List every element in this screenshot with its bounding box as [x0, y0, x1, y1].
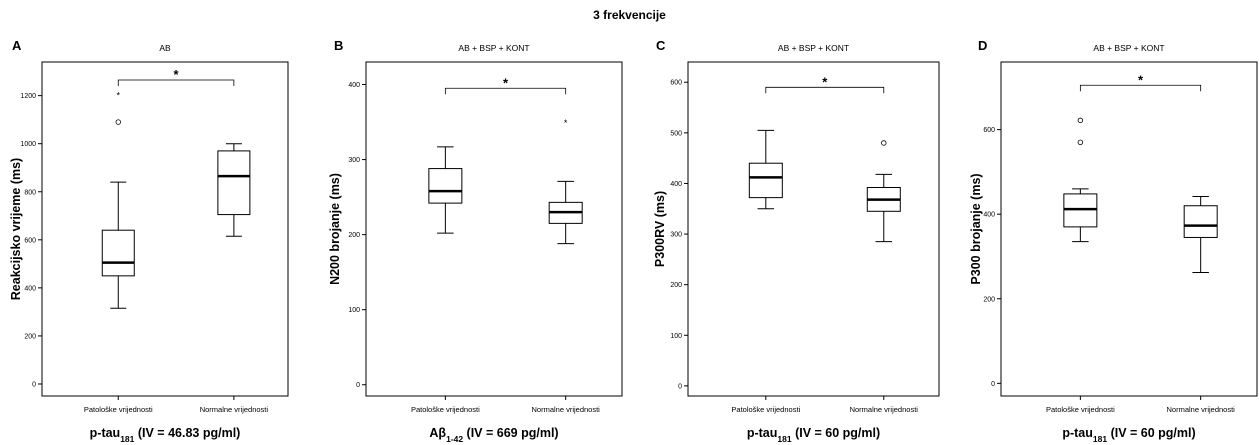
- y-tick-label: 0: [32, 381, 36, 388]
- plot-frame: [41, 61, 289, 397]
- panel-subtitle: AB: [159, 43, 171, 53]
- y-tick-label: 400: [348, 82, 360, 89]
- y-tick-label: 1200: [20, 93, 36, 100]
- y-tick-label: 1000: [20, 141, 36, 148]
- x-axis-label: p-tau181 (IV = 46.83 pg/ml): [90, 426, 241, 444]
- x-axis-label-main: Aβ: [429, 426, 446, 440]
- significance-bracket: [1079, 84, 1202, 92]
- panel-letter: C: [656, 38, 666, 53]
- category-label: Normalne vrijednosti: [1166, 405, 1235, 414]
- x-axis-label-main: p-tau: [1062, 426, 1093, 440]
- y-axis-label: Reakcijsko vrijeme (ms): [9, 158, 23, 300]
- significance-star: *: [1138, 72, 1144, 87]
- x-axis-label: p-tau181 (IV = 60 pg/ml): [747, 426, 880, 444]
- y-tick-label: 200: [983, 296, 995, 303]
- y-tick-label: 800: [24, 189, 36, 196]
- y-axis-label: P300RV (ms): [653, 191, 667, 267]
- plot-frame: [687, 61, 940, 397]
- y-tick-label: 300: [348, 157, 360, 164]
- x-axis-label-main: p-tau: [747, 426, 778, 440]
- significance-bracket: [117, 79, 235, 87]
- x-axis-label-subscript: 181: [777, 434, 791, 444]
- panel-subtitle: AB + BSP + KONT: [1093, 43, 1164, 53]
- y-tick-label: 600: [24, 237, 36, 244]
- category-label: Normalne vrijednosti: [531, 405, 600, 414]
- panel-subtitle: AB + BSP + KONT: [458, 43, 529, 53]
- outlier-circle: [1077, 139, 1084, 146]
- y-tick-label: 200: [348, 232, 360, 239]
- box: [1183, 205, 1218, 238]
- x-axis-label-main: p-tau: [90, 426, 121, 440]
- x-axis-label-subscript: 181: [120, 434, 134, 444]
- significance-star: *: [503, 75, 509, 90]
- x-axis-label-subscript: 181: [1093, 434, 1107, 444]
- y-tick-label: 0: [678, 383, 682, 390]
- category-label: Patološke vrijednosti: [84, 405, 153, 414]
- panel-subtitle: AB + BSP + KONT: [778, 43, 849, 53]
- box: [101, 229, 135, 277]
- y-tick-label: 0: [356, 382, 360, 389]
- y-tick-label: 0: [991, 381, 995, 388]
- y-tick-label: 400: [983, 212, 995, 219]
- outlier-star: *: [564, 118, 568, 128]
- panel-letter: A: [12, 38, 22, 53]
- y-axis-label: P300 brojanje (ms): [969, 173, 983, 284]
- x-axis-label-tail: (IV = 60 pg/ml): [1107, 426, 1196, 440]
- x-axis-label: Aβ1-42 (IV = 669 pg/ml): [429, 426, 558, 444]
- panel-letter: B: [334, 38, 343, 53]
- y-tick-label: 100: [670, 333, 682, 340]
- y-tick-label: 600: [670, 80, 682, 87]
- x-axis-label-tail: (IV = 46.83 pg/ml): [134, 426, 240, 440]
- box: [428, 168, 463, 204]
- category-label: Normalne vrijednosti: [850, 405, 919, 414]
- x-axis-label-tail: (IV = 669 pg/ml): [463, 426, 559, 440]
- y-tick-label: 400: [24, 285, 36, 292]
- panel-d: D AB + BSP + KONT 0 200 400 600 P300 brojanje …: [969, 38, 1258, 444]
- box: [217, 150, 251, 216]
- category-label: Patološke vrijednosti: [731, 405, 800, 414]
- significance-star: *: [822, 74, 828, 89]
- outlier-circle: [881, 140, 887, 146]
- significance-bracket: [765, 86, 885, 94]
- significance-bracket: [444, 87, 567, 95]
- box: [1063, 193, 1098, 228]
- panel-a: A AB 0 200 400 600 800 1000 1200 Reakcijsko vrije…: [9, 38, 289, 444]
- panel-letter: D: [978, 38, 987, 53]
- outlier-circle: [1077, 117, 1084, 124]
- y-tick-label: 300: [670, 232, 682, 239]
- outlier-circle: [115, 119, 121, 125]
- y-axis-label: N200 brojanje (ms): [328, 173, 342, 285]
- panel-c: C AB + BSP + KONT 0 100 200 300 400 500 600 P300R…: [653, 38, 940, 444]
- outlier-star: *: [117, 90, 121, 100]
- y-tick-label: 400: [670, 181, 682, 188]
- figure-title: 3 frekvencije: [593, 8, 666, 22]
- x-axis-label-tail: (IV = 60 pg/ml): [792, 426, 881, 440]
- plot-frame: [1000, 61, 1258, 397]
- x-axis-label-subscript: 1-42: [446, 434, 463, 444]
- category-label: Normalne vrijednosti: [200, 405, 269, 414]
- x-axis-label: p-tau181 (IV = 60 pg/ml): [1062, 426, 1195, 444]
- y-tick-label: 200: [670, 282, 682, 289]
- y-tick-label: 100: [348, 307, 360, 314]
- plot-frame: [365, 61, 623, 397]
- panel-b: B AB + BSP + KONT 0 100 200 300 400 N200 brojan…: [328, 38, 623, 444]
- y-tick-label: 500: [670, 130, 682, 137]
- y-tick-label: 200: [24, 333, 36, 340]
- category-label: Patološke vrijednosti: [1046, 405, 1115, 414]
- box: [748, 162, 783, 199]
- category-label: Patološke vrijednosti: [411, 405, 480, 414]
- significance-star: *: [174, 67, 180, 82]
- y-tick-label: 600: [983, 127, 995, 134]
